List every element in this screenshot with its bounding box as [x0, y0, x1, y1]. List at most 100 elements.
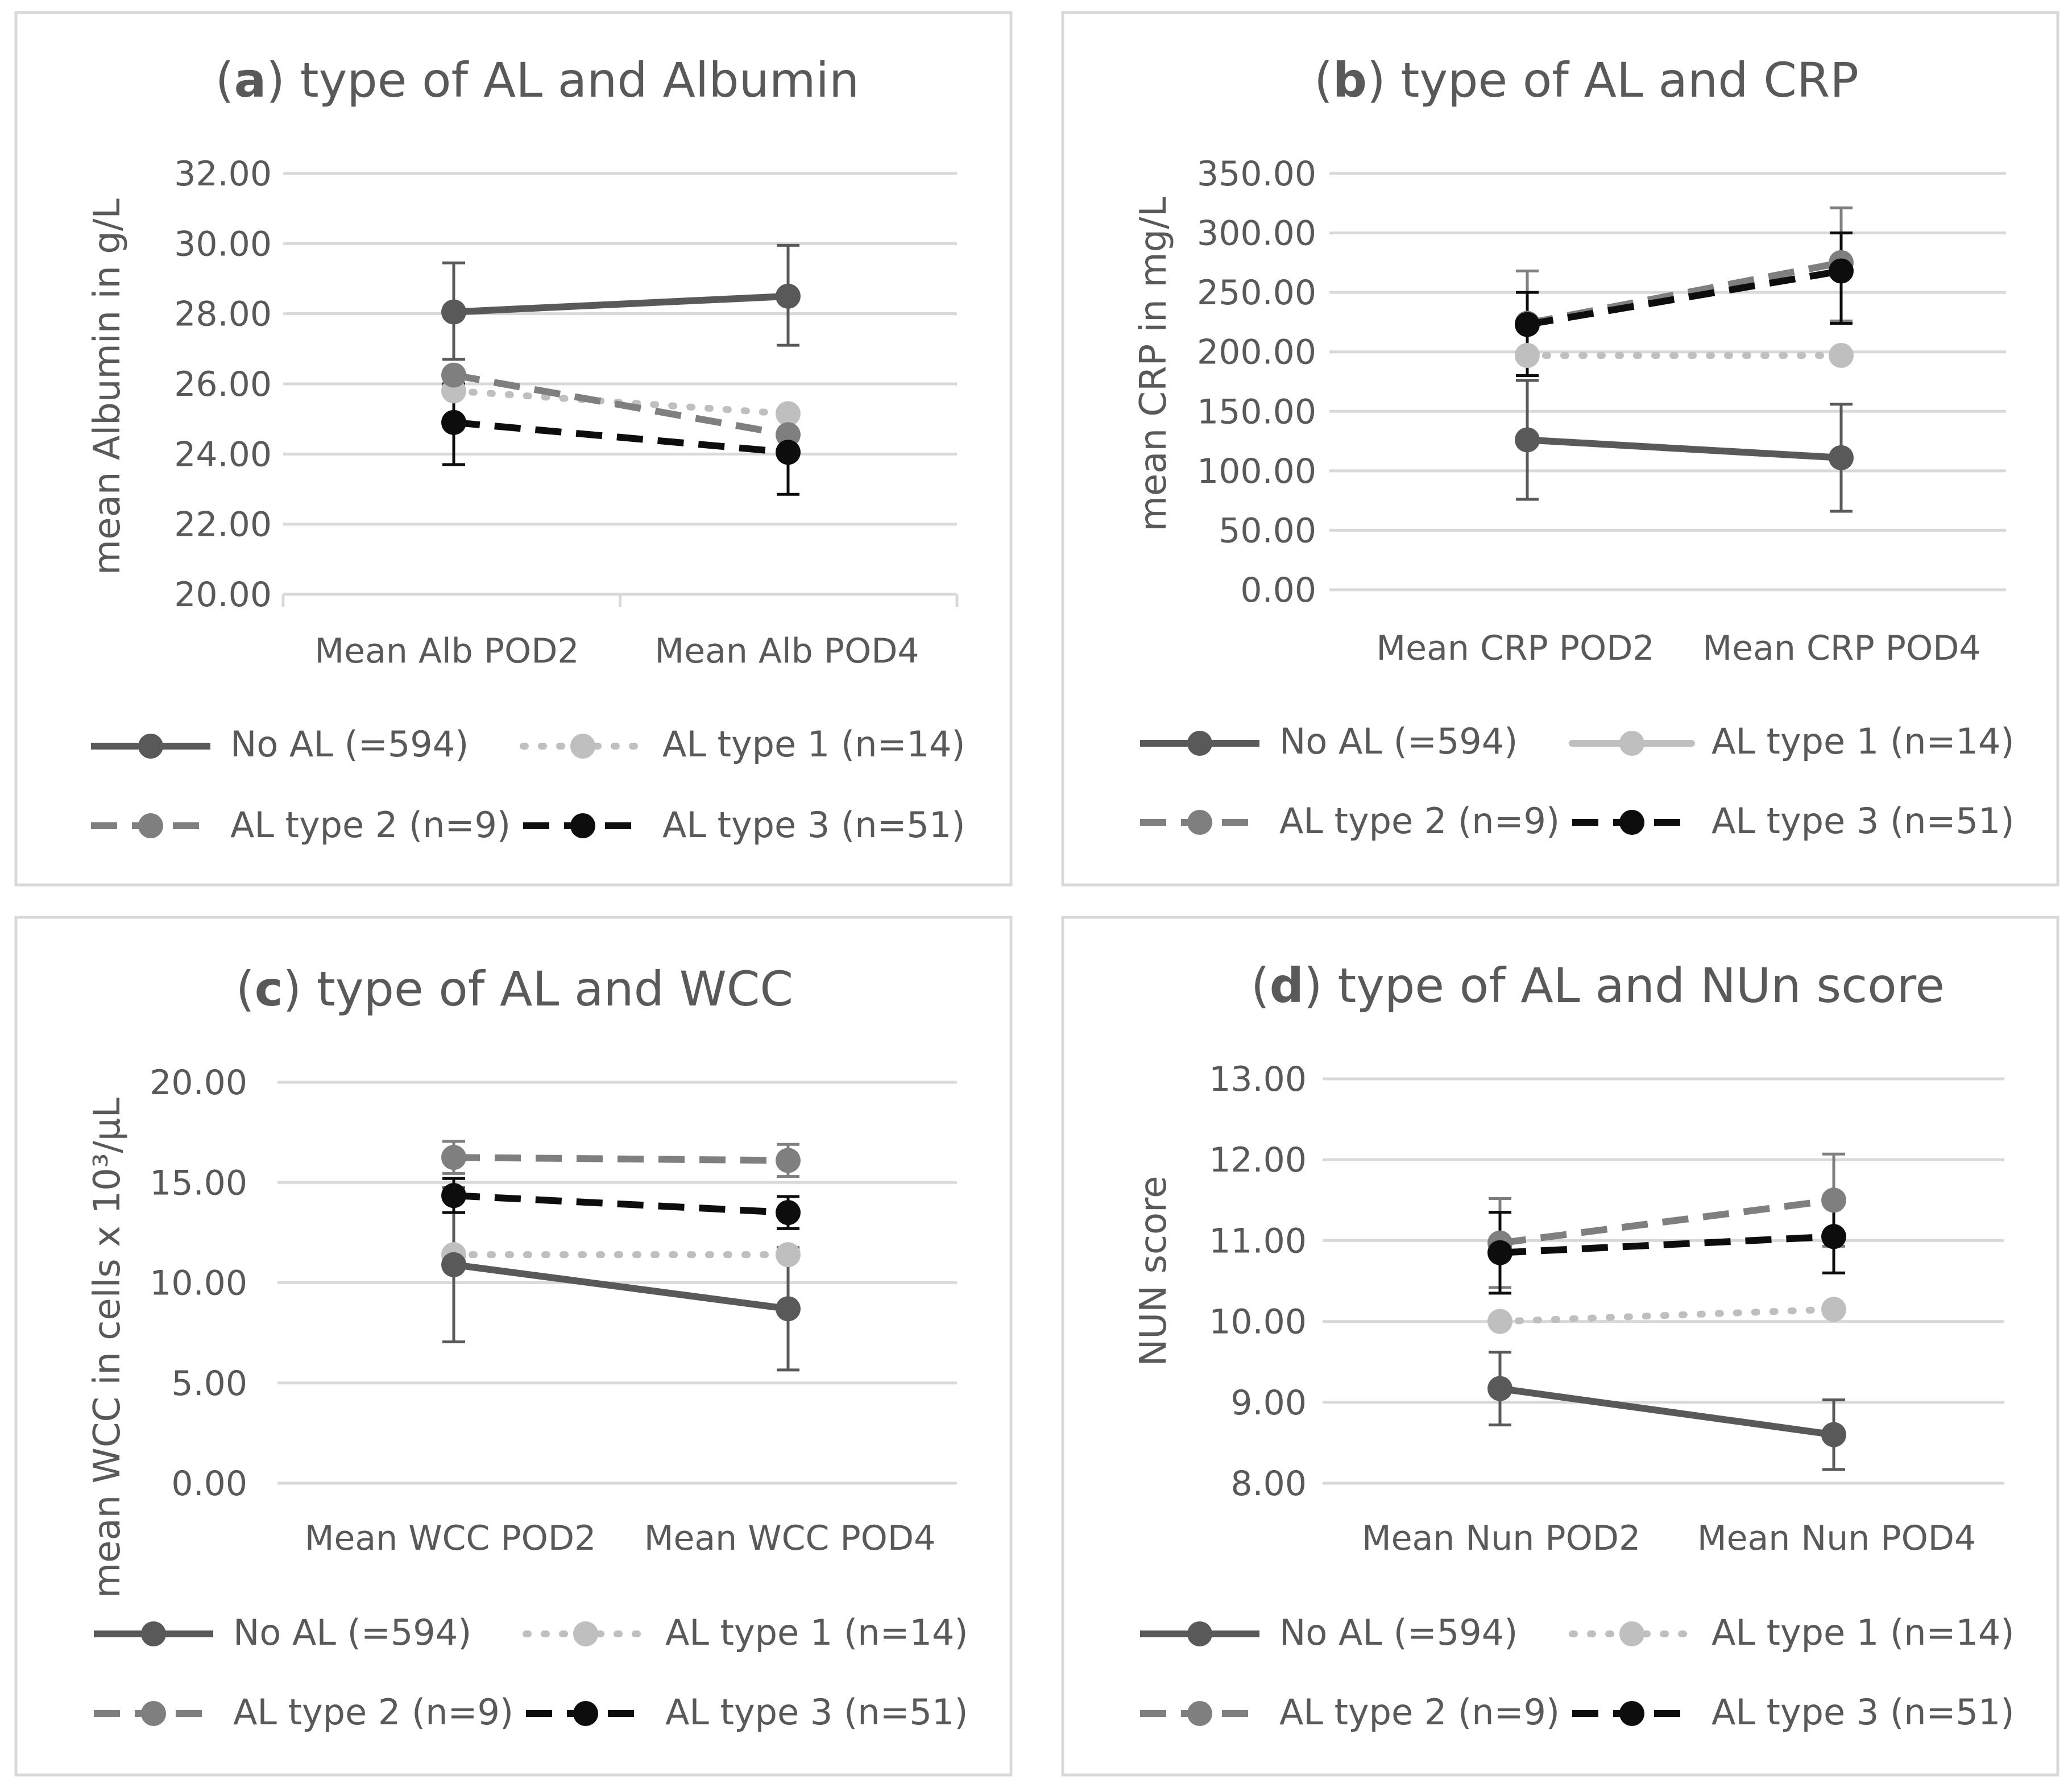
panel-c-legend-label-al-type-3: AL type 3 (n=51)	[665, 1691, 968, 1733]
panel-d-data-point-al-type-1	[1487, 1309, 1512, 1334]
panel-c-y-tick-label: 0.00	[171, 1464, 247, 1504]
panel-c-y-tick-label: 20.00	[150, 1063, 247, 1103]
panel-b-y-tick-label: 0.00	[1240, 570, 1316, 610]
panel-c-plot: 0.00 5.00 10.00 15.00 20.00	[94, 1063, 957, 1726]
panel-d-y-tick-label: 9.00	[1230, 1383, 1307, 1423]
panel-d-y-tick-label: 12.00	[1209, 1140, 1307, 1180]
panel-b-data-point-al-type-1	[1515, 342, 1540, 368]
panel-a-legend-label-no-al: No AL (=594)	[230, 723, 469, 765]
panel-d-data-point-al-type-2	[1821, 1187, 1846, 1213]
panel-d-data-point-al-type-3	[1821, 1224, 1846, 1249]
panel-c-data-point-al-type-2	[441, 1145, 466, 1170]
panel-c-y-axis-label: mean WCC in cells x 10³/µL	[86, 1097, 129, 1598]
panel-c-y-tick-label: 10.00	[150, 1264, 247, 1303]
panel-d-legend-marker-al-type-1	[1619, 1621, 1644, 1646]
panel-c-legend-marker-al-type-1	[573, 1621, 598, 1646]
panel-c-data-point-al-type-3	[441, 1183, 466, 1209]
panel-d-legend-label-al-type-2: AL type 2 (n=9)	[1279, 1691, 1560, 1733]
panel-a-y-tick-label: 20.00	[174, 575, 272, 615]
panel-c-data-point-no-al	[776, 1296, 801, 1322]
panel-d-x-category-pod2: Mean Nun POD2	[1362, 1518, 1640, 1558]
panel-a-y-tick-label: 24.00	[174, 434, 272, 474]
panel-d-legend-label-no-al: No AL (=594)	[1279, 1612, 1518, 1653]
panel-b-legend-label-no-al: No AL (=594)	[1279, 721, 1518, 762]
panel-a-data-point-al-type-3	[441, 409, 466, 435]
panel-d-data-point-al-type-1	[1821, 1297, 1846, 1322]
panel-b-y-tick-label: 300.00	[1197, 214, 1316, 254]
panel-c-legend-marker-al-type-3	[573, 1701, 598, 1726]
panel-d-data-point-no-al	[1821, 1422, 1846, 1447]
panel-d-plot: 8.00 9.00 10.00 11.00 12.00 13.00	[1140, 1060, 2004, 1726]
panel-a-y-tick-label: 22.00	[174, 505, 272, 545]
panel-a-frame	[14, 11, 1013, 887]
panel-a-legend-marker-al-type-1	[570, 734, 595, 759]
panel-d-y-tick-label: 11.00	[1209, 1221, 1307, 1261]
panel-a-series-line-al-type-3	[453, 419, 789, 456]
panel-b-y-tick-label: 150.00	[1197, 392, 1316, 432]
panel-b-series-line-al-type-3	[1526, 267, 1842, 328]
panel-c-x-category-pod4: Mean WCC POD4	[644, 1518, 936, 1558]
panel-a-x-category-pod2: Mean Alb POD2	[314, 631, 579, 671]
panel-c-series-line-al-type-2	[453, 1154, 789, 1164]
panel-a-x-category-pod4: Mean Alb POD4	[654, 631, 919, 671]
panel-a-y-tick-label: 30.00	[174, 224, 272, 264]
panel-b-data-point-al-type-3	[1829, 258, 1854, 284]
panel-a-data-point-al-type-1	[776, 401, 801, 427]
panel-d-series-line-no-al	[1499, 1385, 1834, 1438]
panel-b-y-tick-label: 250.00	[1197, 273, 1316, 313]
panel-a-y-tick-label: 32.00	[174, 154, 272, 194]
panel-b-data-point-no-al	[1829, 445, 1854, 470]
panel-d-legend-marker-al-type-3	[1619, 1701, 1644, 1726]
panel-d-legend-label-al-type-1: AL type 1 (n=14)	[1712, 1612, 2015, 1653]
panel-d-y-tick-label: 8.00	[1230, 1464, 1307, 1504]
panel-a-legend-marker-al-type-2	[138, 813, 163, 838]
panel-a-legend-label-al-type-1: AL type 1 (n=14)	[662, 723, 965, 765]
panel-a-y-axis-label: mean Albumin in g/L	[86, 198, 129, 576]
panel-c-legend-label-al-type-2: AL type 2 (n=9)	[233, 1691, 513, 1733]
panel-c-y-tick-label: 15.00	[150, 1163, 247, 1203]
panel-d-data-point-al-type-3	[1487, 1240, 1512, 1265]
panel-b-legend-marker-al-type-1	[1619, 731, 1644, 756]
panel-b-data-point-no-al	[1515, 427, 1540, 453]
panel-b-legend-marker-al-type-3	[1619, 810, 1644, 835]
panel-d-legend-marker-al-type-2	[1187, 1701, 1212, 1726]
panel-b-y-tick-label: 350.00	[1197, 154, 1316, 194]
panel-a-data-point-al-type-3	[776, 440, 801, 465]
panel-a-legend-marker-al-type-3	[570, 813, 595, 838]
panel-a-series-line-no-al	[453, 292, 789, 316]
panel-d-series-line-al-type-2	[1499, 1197, 1834, 1247]
panel-d: (d) type of AL and NUn score NUN score M…	[1133, 958, 2015, 1733]
panel-d-title: (d) type of AL and NUn score	[1251, 958, 1945, 1013]
panel-b-legend-marker-no-al	[1187, 731, 1212, 756]
panel-b-plot: 0.00 50.00 100.00 150.00 200.00 250.00 300.00 3…	[1140, 154, 2006, 835]
panel-b-x-category-pod2: Mean CRP POD2	[1376, 628, 1654, 668]
panel-a-data-point-no-al	[776, 283, 801, 309]
panel-c-y-tick-label: 5.00	[171, 1364, 247, 1404]
panel-a-legend-label-al-type-2: AL type 2 (n=9)	[230, 804, 511, 846]
panel-a-y-tick-label: 28.00	[174, 295, 272, 334]
panel-b-data-point-al-type-3	[1515, 312, 1540, 337]
panel-b-y-tick-label: 100.00	[1197, 452, 1316, 491]
panel-b-x-category-pod4: Mean CRP POD4	[1702, 628, 1980, 668]
panel-c-title: (c) type of AL and WCC	[236, 961, 793, 1017]
panel-b-legend-label-al-type-3: AL type 3 (n=51)	[1712, 800, 2015, 842]
panel-d-series-line-al-type-3	[1499, 1233, 1834, 1256]
panel-c-series-line-no-al	[453, 1261, 789, 1313]
panel-a-legend-label-al-type-3: AL type 3 (n=51)	[662, 804, 965, 846]
panel-d-x-category-pod4: Mean Nun POD4	[1697, 1518, 1976, 1558]
panel-a-series-line-al-type-2	[453, 371, 789, 438]
panel-a-title: (a) type of AL and Albumin	[216, 52, 859, 108]
panel-b-data-point-al-type-1	[1829, 342, 1854, 368]
panel-a: (a) type of AL and Albumin mean Albumin …	[86, 52, 965, 846]
panel-c-data-point-no-al	[441, 1252, 466, 1277]
panel-c-x-category-pod2: Mean WCC POD2	[305, 1518, 596, 1558]
panel-c-data-point-al-type-1	[776, 1242, 801, 1268]
panel-b: (b) type of AL and CRP mean CRP in mg/L …	[1133, 52, 2015, 842]
panel-b-legend-label-al-type-1: AL type 1 (n=14)	[1712, 721, 2015, 762]
panel-b-legend-label-al-type-2: AL type 2 (n=9)	[1279, 800, 1560, 842]
panel-d-y-tick-label: 10.00	[1209, 1302, 1307, 1342]
panel-c-legend-label-no-al: No AL (=594)	[233, 1612, 471, 1653]
panel-a-plot: 20.00 22.00 24.00 26.00 28.00 30.00 32.00	[91, 154, 959, 838]
panel-d-legend-marker-no-al	[1187, 1621, 1212, 1646]
